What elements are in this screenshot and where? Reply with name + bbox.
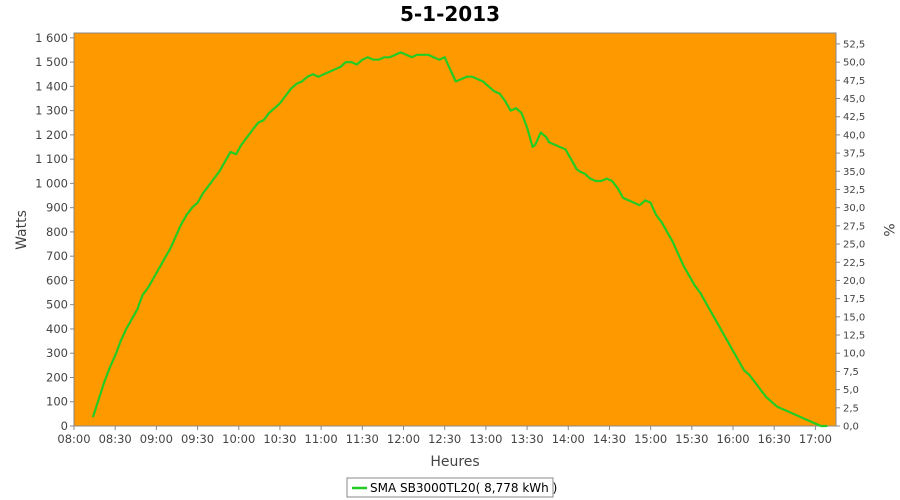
y-tick-label-9: 900: [46, 201, 68, 215]
y2-tick-label-3: 7,5: [843, 367, 859, 378]
y2-tick-label-2: 5,0: [843, 385, 859, 396]
x-tick-label-15: 15:30: [675, 432, 708, 446]
y2-tick-label-12: 30,0: [843, 203, 865, 214]
series-line-0: [92, 51, 828, 428]
legend: SMA SB3000TL20( 8,778 kWh ): [346, 477, 557, 498]
y-tick-label-3: 300: [46, 346, 68, 360]
x-tick-label-2: 09:00: [140, 432, 173, 446]
x-tick-label-9: 12:30: [428, 432, 461, 446]
y-tick-label-5: 500: [46, 298, 68, 312]
x-tick-label-12: 14:00: [552, 432, 585, 446]
plot-area: [73, 32, 837, 427]
y2-tick-label-7: 17,5: [843, 294, 865, 305]
y-tick-label-6: 600: [46, 273, 68, 287]
y2-tick-label-11: 27,5: [843, 221, 865, 232]
y-tick-label-14: 1 400: [35, 79, 68, 93]
x-tick-label-11: 13:30: [511, 432, 544, 446]
y2-tick-label-10: 25,0: [843, 240, 865, 251]
y2-tick-label-4: 10,0: [843, 349, 865, 360]
x-axis: 08:00 08:30 09:00 09:30 10:00 10:30 11:00 11:30…: [57, 426, 832, 446]
x-tick-label-3: 09:30: [181, 432, 214, 446]
y-tick-label-0: 0: [61, 419, 68, 433]
x-tick-label-16: 16:00: [716, 432, 749, 446]
y-tick-label-1: 100: [46, 395, 68, 409]
x-tick-label-7: 11:30: [346, 432, 379, 446]
y2-tick-label-18: 45,0: [843, 94, 865, 105]
x-tick-label-4: 10:00: [222, 432, 255, 446]
y2-tick-label-6: 15,0: [843, 312, 865, 323]
y-tick-label-7: 700: [46, 249, 68, 263]
x-tick-label-18: 17:00: [799, 432, 832, 446]
x-tick-label-0: 08:00: [57, 432, 90, 446]
x-tick-label-5: 10:30: [263, 432, 296, 446]
x-tick-label-17: 16:30: [758, 432, 791, 446]
y-axis-left: 0 100 200 300 400 500 600 700 800 900 1 000 1 100 1 …: [35, 31, 74, 433]
y2-tick-label-20: 50,0: [843, 58, 865, 69]
y-axis-label: Watts: [14, 210, 30, 250]
y2-tick-label-15: 37,5: [843, 149, 865, 160]
y-tick-label-8: 800: [46, 225, 68, 239]
y2-tick-label-5: 12,5: [843, 331, 865, 342]
x-tick-label-13: 14:30: [593, 432, 626, 446]
x-axis-label: Heures: [430, 454, 479, 470]
y-tick-label-12: 1 200: [35, 128, 68, 142]
y-tick-label-4: 400: [46, 322, 68, 336]
y-tick-label-10: 1 000: [35, 176, 68, 190]
x-tick-label-8: 12:00: [387, 432, 420, 446]
x-tick-label-1: 08:30: [99, 432, 132, 446]
chart-title: 5-1-2013: [400, 2, 500, 26]
y2-tick-label-17: 42,5: [843, 112, 865, 123]
x-tick-label-10: 13:00: [469, 432, 502, 446]
series-layer: [92, 51, 828, 428]
y-tick-label-16: 1 600: [35, 31, 68, 45]
x-tick-label-14: 15:00: [634, 432, 667, 446]
y2-tick-label-19: 47,5: [843, 76, 865, 87]
y2-tick-label-21: 52,5: [843, 39, 865, 50]
y-tick-label-15: 1 500: [35, 55, 68, 69]
y2-tick-label-14: 35,0: [843, 167, 865, 178]
y-axis-right: 0,0 2,5 5,0 7,5 10,0 12,5 15,0 17,5 20,0 22,5 25,0…: [836, 39, 865, 433]
y2-tick-label-8: 20,0: [843, 276, 865, 287]
y2-axis-label: %: [880, 223, 896, 236]
y-tick-label-2: 200: [46, 370, 68, 384]
legend-box: [346, 477, 554, 498]
y2-tick-label-16: 40,0: [843, 130, 865, 141]
y2-tick-label-13: 32,5: [843, 185, 865, 196]
x-tick-label-6: 11:00: [305, 432, 338, 446]
y2-tick-label-1: 2,5: [843, 403, 859, 414]
legend-entry: SMA SB3000TL20( 8,778 kWh ): [370, 481, 557, 495]
y-tick-label-11: 1 100: [35, 152, 68, 166]
y2-tick-label-0: 0,0: [843, 422, 859, 433]
y-tick-label-13: 1 300: [35, 104, 68, 118]
y2-tick-label-9: 22,5: [843, 258, 865, 269]
